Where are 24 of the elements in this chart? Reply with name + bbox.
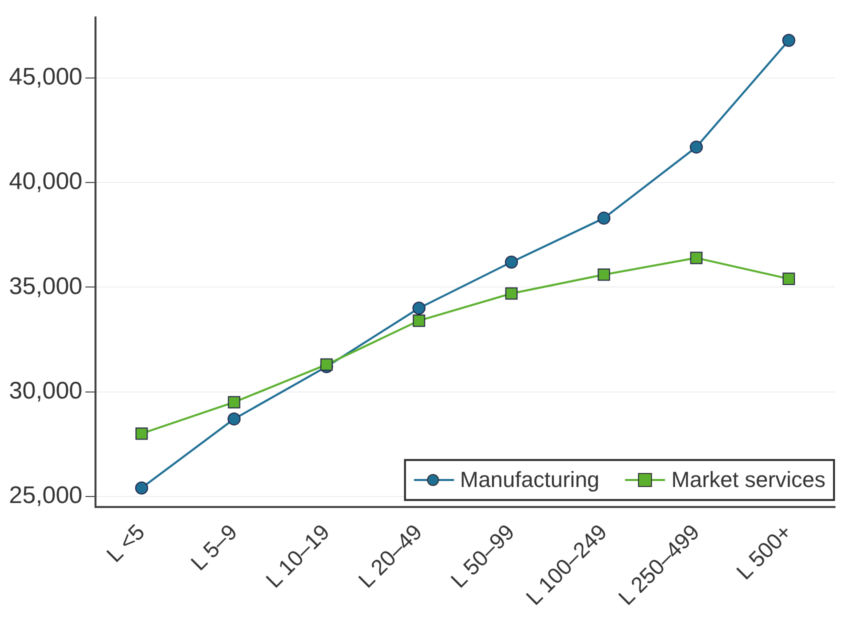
point <box>782 272 795 285</box>
y-tick-label: 35,000 <box>9 272 82 300</box>
point <box>228 412 241 426</box>
y-tick-label: 45,000 <box>9 64 82 91</box>
point <box>782 34 796 47</box>
point <box>412 314 426 327</box>
point <box>690 140 703 154</box>
point <box>135 481 148 494</box>
y-tick-label: 40,000 <box>9 168 82 196</box>
point <box>320 358 333 371</box>
point <box>597 212 610 225</box>
y-tick-label: 25,000 <box>9 482 82 509</box>
point <box>690 252 702 264</box>
legend-label: Market services <box>671 466 826 493</box>
point <box>135 427 148 440</box>
point <box>505 287 518 300</box>
point <box>228 396 240 408</box>
x-tick-label: L 5–9 <box>186 519 242 576</box>
point <box>598 268 610 281</box>
x-tick-label: L <5 <box>102 519 150 568</box>
point <box>412 302 426 315</box>
point <box>504 256 518 269</box>
y-tick-label: 30,000 <box>9 377 82 404</box>
legend-label: Manufacturing <box>460 466 600 493</box>
